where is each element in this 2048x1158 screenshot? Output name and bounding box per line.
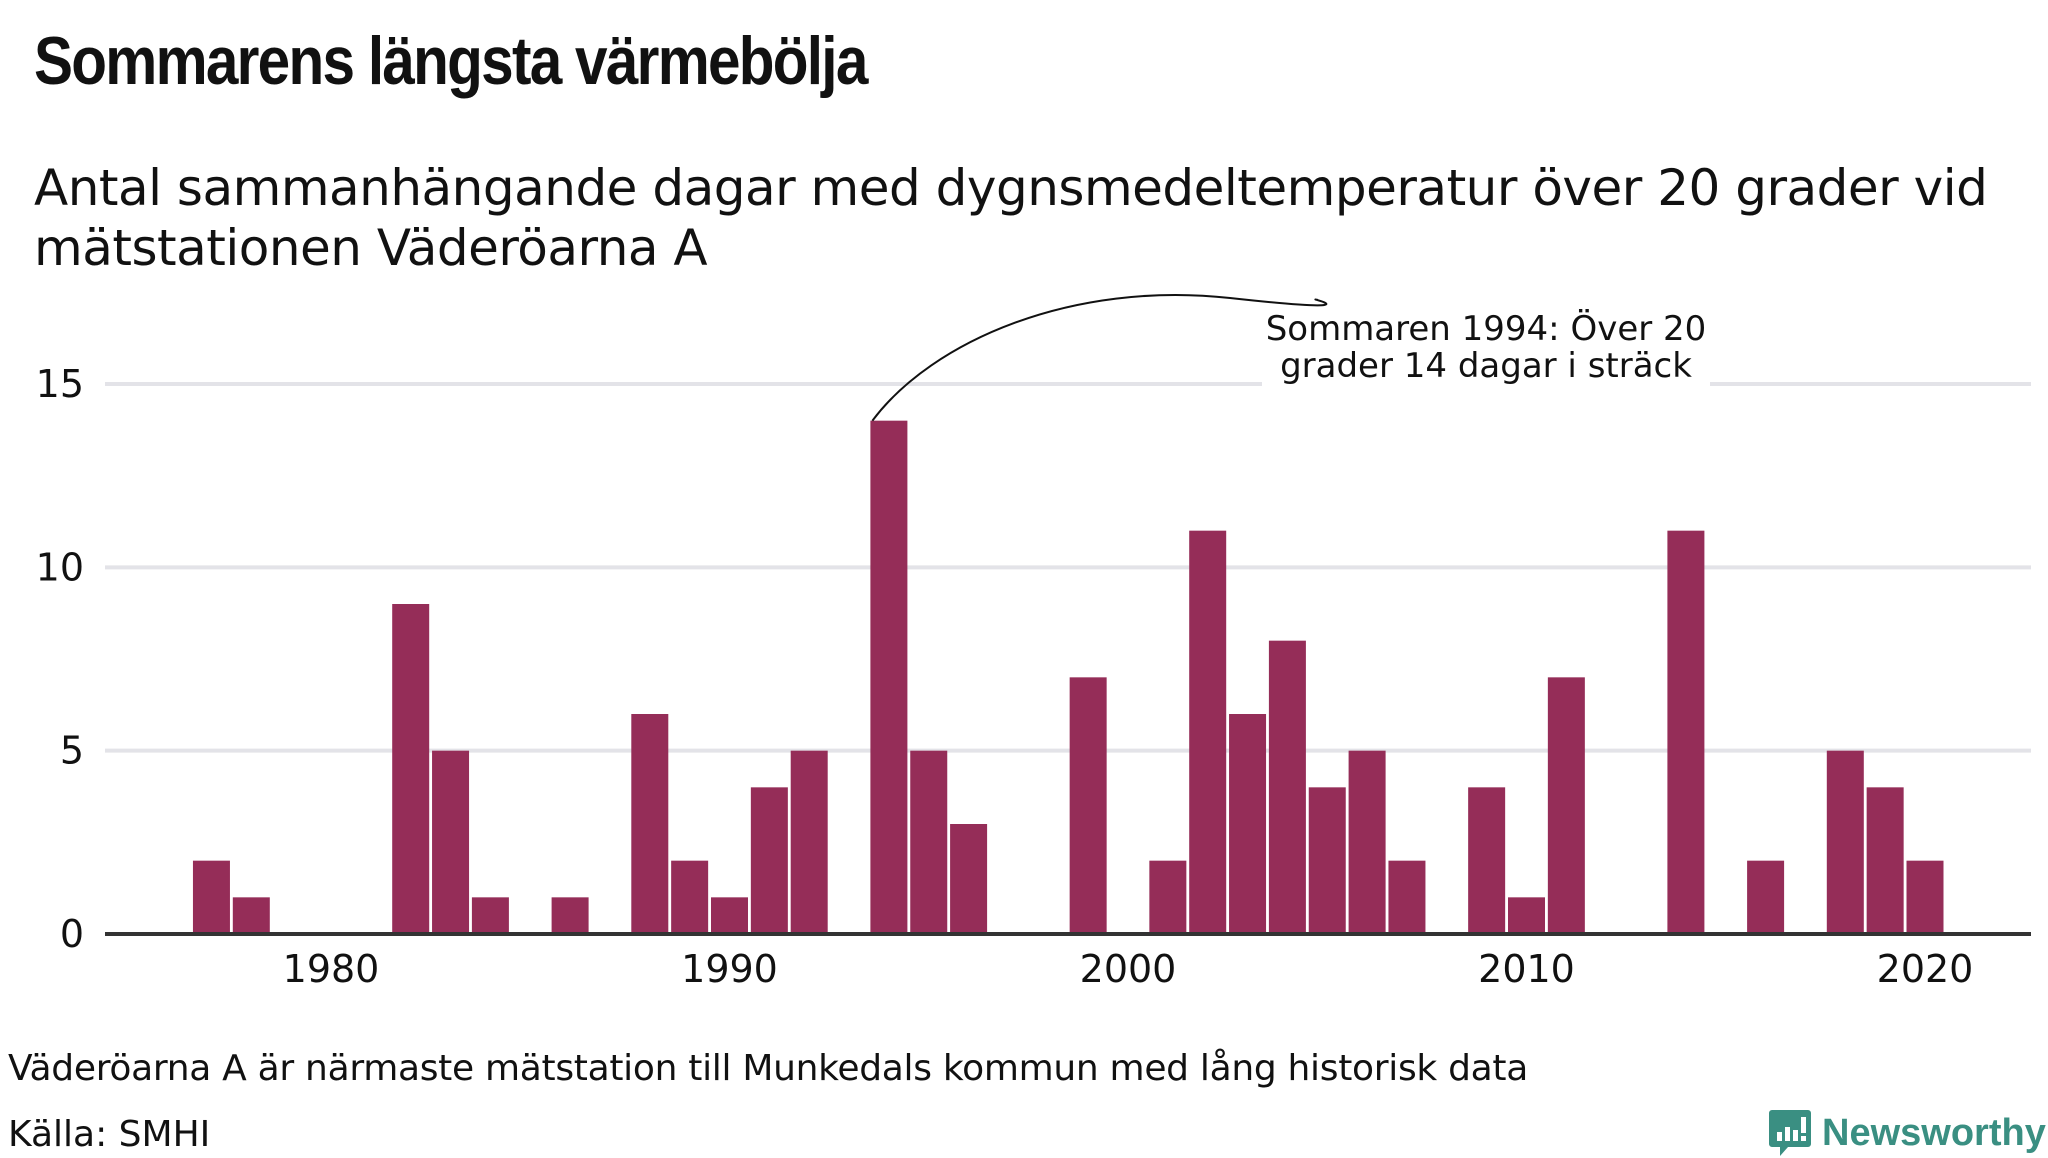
bar (1388, 860, 1426, 934)
bar (1149, 860, 1187, 934)
bar (551, 897, 589, 934)
bar (1906, 860, 1944, 934)
y-tick-label: 5 (60, 729, 84, 773)
x-axis-labels: 1980 1990 2000 2010 2020 (283, 947, 1974, 991)
bar (1308, 787, 1346, 934)
bars (192, 420, 1944, 935)
annotation-text-line: Sommaren 1994: Över 20 (1266, 308, 1707, 349)
newsworthy-logo-icon (1769, 1110, 1811, 1156)
bar (1667, 530, 1705, 934)
bar (671, 860, 709, 934)
source-note: Källa: SMHI (8, 1114, 211, 1155)
bar (1069, 677, 1107, 934)
bar (1747, 860, 1785, 934)
bar (870, 420, 908, 935)
bar (1189, 530, 1227, 934)
chart-subtitle: Antal sammanhängande dagar med dygnsmede… (34, 159, 1988, 277)
bar (790, 750, 828, 934)
bar (1268, 640, 1306, 934)
newsworthy-logo[interactable]: Newsworthy (1768, 1108, 2046, 1158)
newsworthy-logo-text: Newsworthy (1822, 1111, 2046, 1154)
bar (910, 750, 948, 934)
bar (1508, 897, 1545, 934)
bar (1348, 750, 1386, 934)
bar (750, 787, 788, 934)
x-tick-label: 2010 (1478, 947, 1575, 991)
bar (711, 897, 748, 934)
x-tick-label: 1990 (681, 947, 778, 991)
bar (192, 860, 230, 934)
annotation-backdrop (1262, 300, 1710, 396)
bar (950, 824, 988, 934)
annotation-text-line: grader 14 dagar i sträck (1280, 346, 1692, 386)
bar (1826, 750, 1864, 934)
y-tick-label: 15 (36, 362, 84, 406)
footnote: Väderöarna A är närmaste mätstation till… (8, 1048, 1528, 1089)
bar (232, 897, 270, 934)
bar (1229, 714, 1267, 934)
chart-title: Sommarens längsta värmebölja (34, 23, 868, 99)
bar (392, 604, 430, 934)
y-tick-label: 0 (60, 912, 84, 956)
x-tick-label: 2020 (1877, 947, 1974, 991)
bar (631, 714, 669, 934)
y-axis-labels: 0 5 10 15 (36, 362, 84, 956)
bar (1547, 677, 1585, 934)
bar (1866, 787, 1904, 934)
x-tick-label: 1980 (283, 947, 380, 991)
y-tick-label: 10 (36, 545, 84, 589)
bar (471, 897, 509, 934)
x-tick-label: 2000 (1080, 947, 1177, 991)
bar (432, 750, 470, 934)
annotation-connector (871, 294, 1328, 422)
bar (1468, 787, 1506, 934)
